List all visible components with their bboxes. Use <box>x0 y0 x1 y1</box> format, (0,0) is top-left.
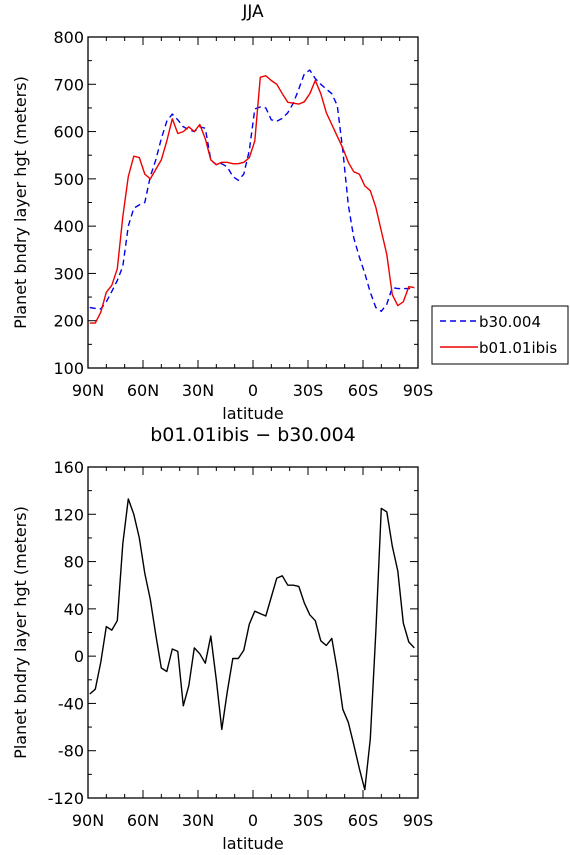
bottom-y-tick-label: 40 <box>64 600 84 619</box>
bottom-y-tick-label: -120 <box>48 789 84 808</box>
top-chart-panel: JJA 90N 60N 30N 0 30S 60S 90S 100 200 300 400 500 6… <box>11 2 569 423</box>
top-x-tick-label: 90S <box>403 381 434 400</box>
bottom-x-tick-label: 30N <box>182 811 214 830</box>
top-chart-x-axis-label: latitude <box>222 404 283 423</box>
bottom-x-tick-label: 60S <box>348 811 379 830</box>
top-x-tick-label: 30N <box>182 381 214 400</box>
top-y-tick-label: 700 <box>53 75 84 94</box>
bottom-chart-panel: b01.01ibis − b30.004 90N 60N 30N 0 30S 60S 90S… <box>11 424 433 853</box>
bottom-y-tick-label: 120 <box>53 505 84 524</box>
bottom-x-tick-label: 30S <box>293 811 324 830</box>
top-series-line-b30-004 <box>89 69 415 312</box>
bottom-x-tick-label: 60N <box>127 811 159 830</box>
top-y-tick-label: 800 <box>53 28 84 47</box>
bottom-chart-y-axis-label: Planet bndry layer hgt (meters) <box>11 506 30 759</box>
top-y-tick-label: 200 <box>53 312 84 331</box>
bottom-y-tick-label: 0 <box>74 647 84 666</box>
bottom-chart-title: b01.01ibis − b30.004 <box>150 424 356 446</box>
bottom-x-tick-label: 90S <box>403 811 434 830</box>
bottom-y-tick-label: -40 <box>58 694 84 713</box>
bottom-chart-x-axis-label: latitude <box>222 834 283 851</box>
bottom-series-line-difference <box>89 498 415 791</box>
legend-label-b01-01ibis: b01.01ibis <box>479 339 557 357</box>
bottom-x-tick-label: 0 <box>248 811 258 830</box>
top-x-tick-label: 60S <box>348 381 379 400</box>
top-chart-y-axis: 100 200 300 400 500 600 700 800 <box>53 28 418 378</box>
legend-box <box>431 305 569 365</box>
top-chart-x-axis: 90N 60N 30N 0 30S 60S 90S <box>72 37 433 400</box>
bottom-y-tick-label: 80 <box>64 553 84 572</box>
top-x-tick-label: 30S <box>293 381 324 400</box>
top-chart-legend: b30.004 b01.01ibis <box>431 305 569 365</box>
bottom-y-tick-label: -80 <box>58 742 84 761</box>
bottom-chart-series-group <box>89 498 415 791</box>
top-x-tick-label: 0 <box>248 381 258 400</box>
top-chart-series-group <box>89 69 415 324</box>
bottom-chart-y-axis: -120 -80 -40 0 40 80 120 160 <box>48 458 418 808</box>
bottom-y-tick-label: 160 <box>53 458 84 477</box>
top-y-tick-label: 100 <box>53 359 84 378</box>
top-y-tick-label: 600 <box>53 123 84 142</box>
top-y-tick-label: 400 <box>53 217 84 236</box>
top-chart-y-axis-label: Planet bndry layer hgt (meters) <box>11 76 30 329</box>
legend-label-b30-004: b30.004 <box>479 313 541 331</box>
top-chart-title: JJA <box>241 2 264 22</box>
bottom-chart-plot-frame <box>87 466 419 799</box>
top-y-tick-label: 300 <box>53 264 84 283</box>
bottom-chart-x-axis: 90N 60N 30N 0 30S 60S 90S <box>72 467 433 830</box>
top-series-line-b01-01ibis <box>89 75 415 324</box>
top-x-tick-label: 90N <box>72 381 104 400</box>
bottom-x-tick-label: 90N <box>72 811 104 830</box>
top-chart-plot-frame <box>87 36 419 369</box>
top-x-tick-label: 60N <box>127 381 159 400</box>
top-y-tick-label: 500 <box>53 170 84 189</box>
